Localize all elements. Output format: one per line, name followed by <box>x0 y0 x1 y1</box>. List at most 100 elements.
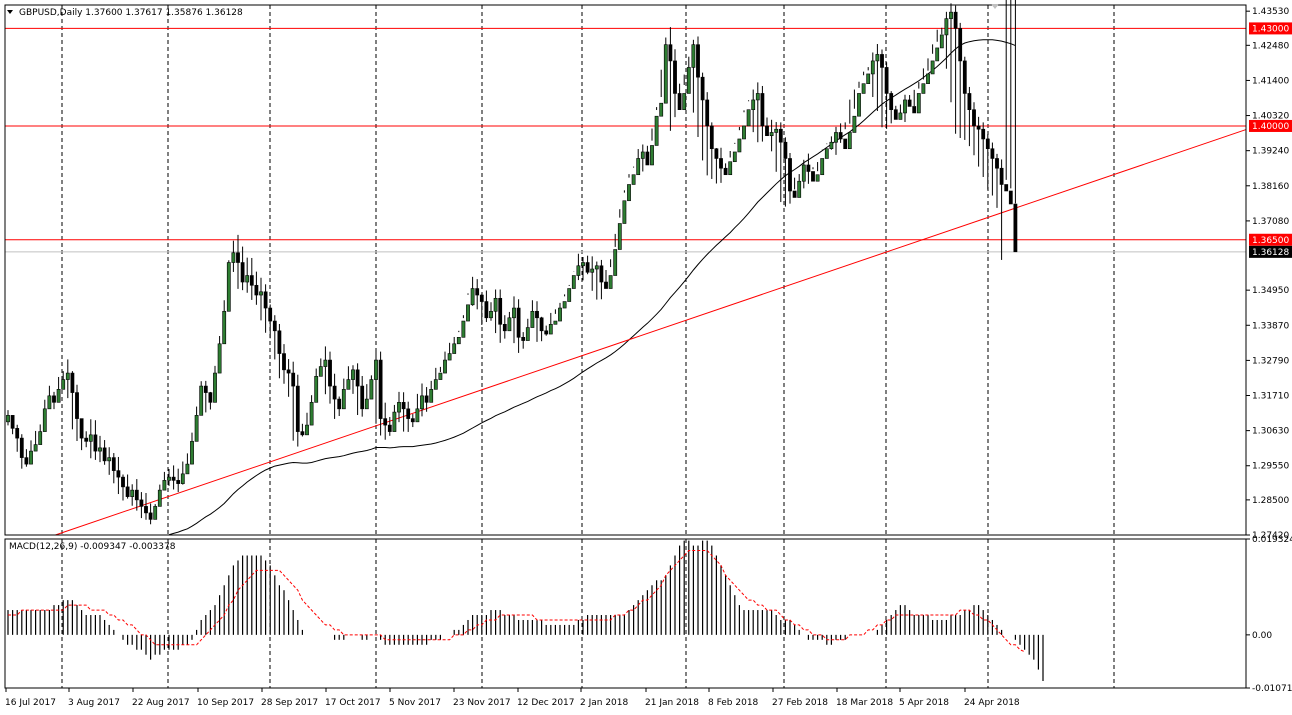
candle-body <box>636 158 641 176</box>
candle-body <box>374 359 378 380</box>
candle-body <box>125 486 130 497</box>
candle-body <box>654 115 659 146</box>
candle-body <box>185 463 190 475</box>
candle-body <box>10 415 15 429</box>
candle-body <box>466 304 470 322</box>
candle-body <box>217 343 222 374</box>
y-tick-label: 1.38160 <box>1252 182 1289 192</box>
vertical-grid <box>61 5 1115 688</box>
candle-body <box>157 489 162 507</box>
candle-body <box>383 418 388 426</box>
candle-body <box>608 275 613 289</box>
candle-body <box>691 44 696 68</box>
candle-body <box>489 310 493 319</box>
candle-body <box>498 297 503 325</box>
candle-body <box>650 145 654 166</box>
candle-body <box>544 330 549 335</box>
trend-line-segment <box>55 129 1247 536</box>
candle-body <box>521 337 526 341</box>
candle-body <box>709 125 714 150</box>
candle-body <box>194 415 199 442</box>
candle-body <box>870 60 875 75</box>
candle-body <box>88 434 93 442</box>
candle-body <box>843 138 848 150</box>
moving-average-path <box>168 39 1016 536</box>
candle-body <box>576 265 581 276</box>
x-tick-label: 17 Oct 2017 <box>325 698 381 708</box>
candle-body <box>447 353 452 361</box>
candle-body <box>857 93 861 117</box>
candle-body <box>42 408 47 432</box>
candle-body <box>585 262 590 273</box>
candle-body <box>364 398 369 410</box>
candle-body <box>148 512 153 520</box>
level-price-tag <box>1249 233 1292 246</box>
candle-body <box>751 99 756 110</box>
x-tick-label: 3 Aug 2017 <box>68 698 120 708</box>
candle-body <box>130 489 135 497</box>
candle-body <box>852 115 857 133</box>
y-tick-label: 1.29550 <box>1252 462 1289 472</box>
candle-body <box>484 301 489 319</box>
candle-body <box>668 44 673 62</box>
candle-body <box>999 167 1004 185</box>
candle-body <box>990 148 995 159</box>
candle-body <box>286 369 291 374</box>
candle-body <box>682 93 687 110</box>
candle-body <box>121 476 125 488</box>
candle-body <box>479 294 484 302</box>
candle-body <box>84 437 89 442</box>
candle-body <box>75 392 79 419</box>
candle-body <box>783 141 788 159</box>
candle-body <box>378 359 383 419</box>
candle-body <box>884 67 889 94</box>
candle-body <box>778 128 783 143</box>
header-dropdown-icon[interactable] <box>7 10 13 14</box>
candle-body <box>553 320 558 325</box>
candles <box>6 0 1018 525</box>
level-price-label: 1.36500 <box>1252 236 1289 246</box>
candle-body <box>659 102 664 117</box>
candle-body <box>893 109 898 120</box>
candle-body <box>631 174 636 185</box>
candle-body <box>180 473 185 484</box>
candle-body <box>820 158 825 176</box>
y-tick-label: 1.34950 <box>1252 286 1289 296</box>
candle-body <box>323 359 328 367</box>
candle-body <box>415 408 420 423</box>
candle-body <box>548 324 553 335</box>
chart-shift-marker <box>991 4 999 9</box>
candle-body <box>705 99 710 127</box>
candle-body <box>70 372 75 393</box>
candle-body <box>985 138 990 150</box>
candle-body <box>627 184 631 202</box>
candle-body <box>240 262 245 283</box>
candle-body <box>728 161 733 176</box>
candle-body <box>972 109 976 127</box>
horizontal-levels <box>5 27 1246 253</box>
candle-body <box>530 310 535 328</box>
candle-body <box>866 73 871 84</box>
candle-body <box>815 174 820 182</box>
candle-body <box>424 395 429 403</box>
candle-body <box>245 275 250 283</box>
candle-body <box>824 148 829 159</box>
candle-body <box>604 281 608 289</box>
candle-body <box>231 252 236 263</box>
candle-body <box>1013 203 1018 253</box>
candle-body <box>981 128 986 140</box>
candle-body <box>19 437 24 458</box>
candle-body <box>93 434 98 452</box>
candle-body <box>369 379 374 400</box>
candle-body <box>788 158 792 192</box>
candle-body <box>332 385 337 400</box>
level-price-tag <box>1249 22 1292 35</box>
candle-body <box>622 200 627 224</box>
candle-body <box>420 395 424 410</box>
level-price-tag <box>1249 119 1292 132</box>
candle-body <box>438 372 443 380</box>
y-tick-label: 1.42480 <box>1252 41 1289 51</box>
candle-body <box>52 395 56 403</box>
candle-body <box>355 369 360 387</box>
